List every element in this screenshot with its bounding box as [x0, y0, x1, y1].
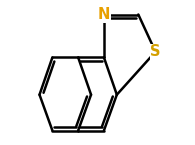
Text: N: N [98, 7, 110, 22]
Text: S: S [150, 44, 161, 59]
